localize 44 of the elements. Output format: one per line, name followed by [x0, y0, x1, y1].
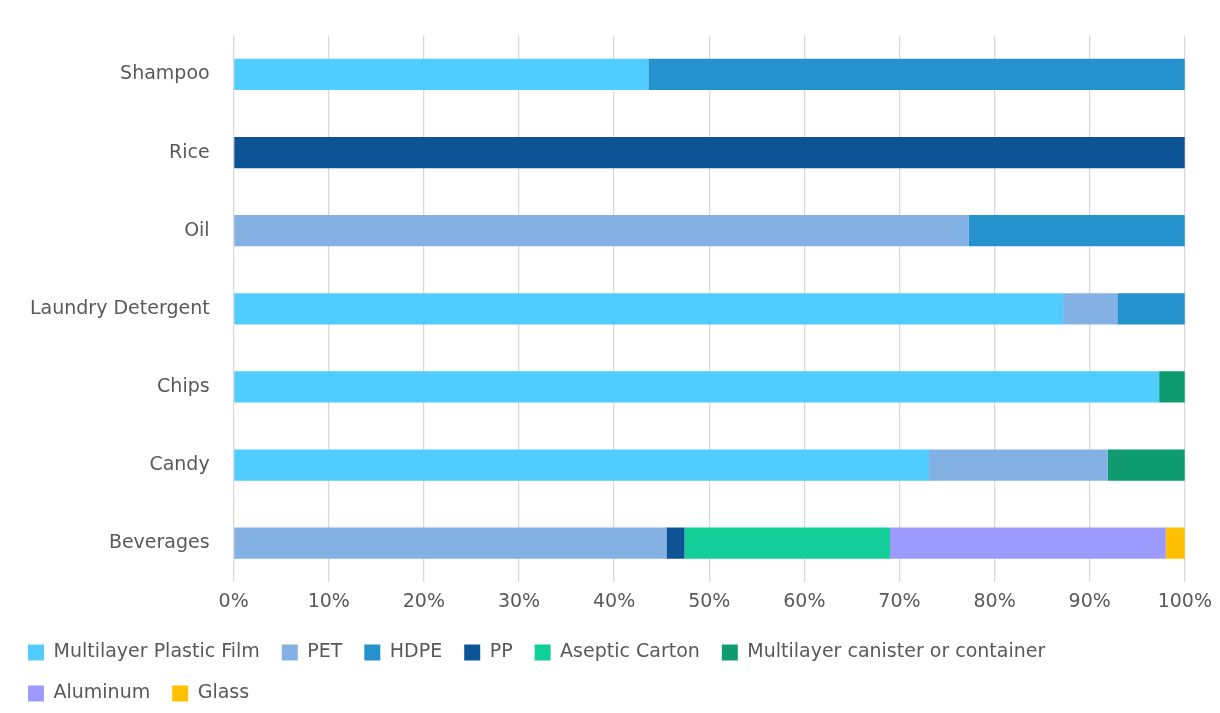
bar — [928, 449, 1108, 481]
bar — [666, 527, 685, 559]
bar — [648, 58, 1185, 91]
x-tick-label: 100% — [1157, 588, 1212, 611]
y-tick-label: Laundry Detergent — [29, 295, 210, 318]
legend-label: HDPE — [389, 639, 443, 662]
bar — [234, 527, 667, 559]
x-tick-label: 70% — [878, 588, 921, 611]
x-tick-label: 40% — [593, 588, 636, 611]
x-tick-label: 10% — [307, 588, 350, 611]
bar — [234, 371, 1160, 403]
legend-label: PET — [307, 639, 343, 662]
bar — [234, 449, 929, 481]
legend-label: Multilayer canister or container — [747, 639, 1046, 662]
bar — [234, 58, 649, 91]
bar — [1117, 293, 1185, 325]
bar — [234, 136, 1185, 169]
legend-label: Aseptic Carton — [560, 639, 700, 662]
y-tick-label: Shampoo — [120, 61, 210, 84]
y-tick-label: Rice — [169, 139, 210, 162]
bar — [234, 293, 1064, 325]
legend-label: Glass — [197, 680, 250, 703]
bar — [234, 215, 969, 247]
legend-label: Aluminum — [53, 680, 151, 703]
x-tick-label: 0% — [218, 588, 249, 611]
y-tick-label: Oil — [184, 217, 210, 240]
x-tick-label: 60% — [783, 588, 826, 611]
y-tick-label: Candy — [149, 451, 210, 474]
legend-label: PP — [489, 639, 513, 662]
x-tick-label: 90% — [1068, 588, 1111, 611]
bar — [1107, 449, 1185, 481]
y-tick-label: Beverages — [108, 530, 210, 553]
bar — [684, 527, 890, 559]
legend-label: Multilayer Plastic Film — [53, 639, 260, 662]
x-tick-label: 20% — [402, 588, 445, 611]
bar — [968, 215, 1185, 247]
x-tick-label: 50% — [688, 588, 731, 611]
bar — [1063, 293, 1118, 325]
y-tick-label: Chips — [157, 373, 210, 396]
x-tick-label: 30% — [497, 588, 541, 611]
bar — [889, 527, 1166, 559]
bar — [1159, 371, 1185, 403]
x-tick-label: 80% — [973, 588, 1016, 611]
bar — [1165, 527, 1185, 559]
